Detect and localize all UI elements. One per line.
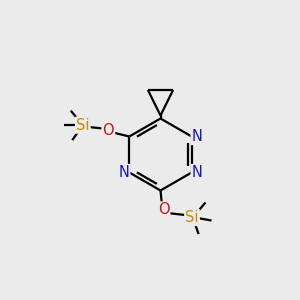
Text: N: N	[118, 165, 129, 180]
Text: Si: Si	[185, 210, 199, 225]
Text: O: O	[103, 123, 114, 138]
Text: O: O	[158, 202, 169, 217]
Text: Si: Si	[76, 118, 90, 133]
Text: N: N	[192, 165, 203, 180]
Text: N: N	[192, 129, 203, 144]
